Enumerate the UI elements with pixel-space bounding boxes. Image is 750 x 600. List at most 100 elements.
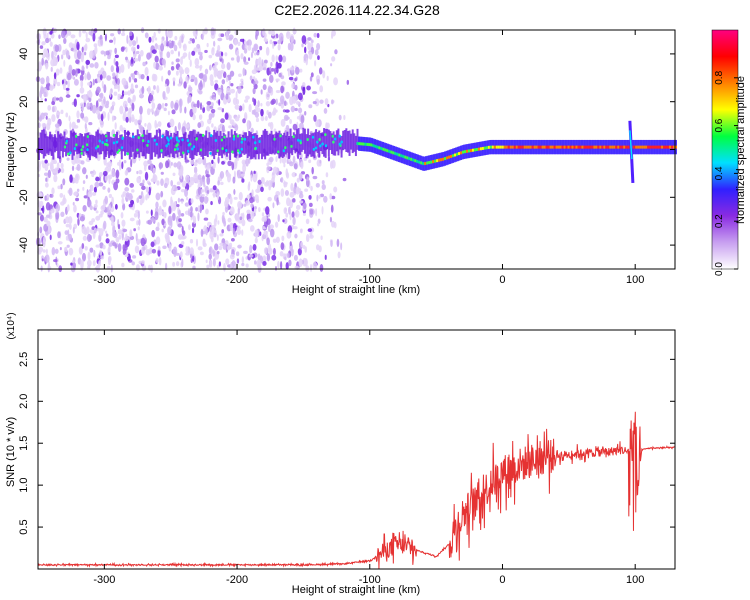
noise-blob bbox=[240, 53, 244, 60]
noise-blob bbox=[39, 45, 44, 50]
noise-blob bbox=[104, 104, 109, 109]
noise-blob bbox=[49, 30, 53, 35]
ridge-band-segment bbox=[68, 138, 71, 157]
ridge-core-segment bbox=[619, 145, 622, 149]
ridge-core-segment bbox=[635, 145, 638, 149]
noise-blob bbox=[76, 110, 80, 119]
ridge-band-segment bbox=[342, 130, 345, 151]
noise-blob bbox=[315, 244, 320, 251]
noise-blob bbox=[230, 83, 234, 87]
noise-blob bbox=[45, 177, 48, 182]
ridge-core-segment bbox=[386, 149, 389, 153]
noise-blob bbox=[168, 243, 172, 252]
noise-blob bbox=[137, 54, 141, 62]
ridge-bright-spot bbox=[312, 147, 316, 151]
ridge-band-segment bbox=[131, 132, 134, 152]
noise-blob bbox=[104, 195, 108, 205]
noise-blob bbox=[167, 226, 172, 236]
noise-blob bbox=[237, 201, 243, 209]
noise-blob bbox=[256, 259, 261, 268]
ridge-core-segment bbox=[541, 145, 544, 149]
noise-blob bbox=[105, 233, 109, 237]
noise-blob bbox=[185, 246, 189, 254]
ridge-core-segment bbox=[456, 152, 459, 156]
noise-blob bbox=[298, 258, 303, 268]
y-tick-label: 2.5 bbox=[18, 352, 30, 367]
noise-blob bbox=[247, 183, 251, 191]
x-tick-label: -200 bbox=[226, 574, 248, 586]
ridge-core-segment bbox=[595, 145, 598, 149]
noise-blob bbox=[121, 32, 126, 37]
noise-blob bbox=[343, 114, 346, 120]
noise-blob bbox=[242, 118, 246, 124]
noise-blob bbox=[281, 81, 286, 86]
noise-blob bbox=[291, 83, 295, 89]
ridge-bright-spot bbox=[238, 151, 241, 155]
noise-blob bbox=[144, 123, 147, 127]
noise-blob bbox=[308, 51, 313, 60]
ridge-bright-spot bbox=[69, 151, 72, 155]
noise-blob bbox=[95, 100, 99, 109]
noise-blob bbox=[178, 209, 181, 218]
noise-blob bbox=[187, 96, 190, 104]
ridge-band-segment bbox=[151, 137, 154, 160]
noise-blob bbox=[272, 41, 275, 49]
ridge-band-segment bbox=[353, 133, 356, 152]
noise-blob bbox=[105, 230, 108, 234]
noise-blob bbox=[208, 113, 213, 121]
noise-blob bbox=[280, 188, 285, 197]
noise-blob bbox=[63, 37, 67, 44]
ridge-band-segment bbox=[327, 129, 330, 157]
ridge-core-segment bbox=[621, 145, 624, 149]
ridge-band-segment bbox=[225, 137, 228, 157]
ridge-band-segment bbox=[174, 133, 177, 154]
noise-blob bbox=[323, 107, 328, 114]
noise-blob bbox=[330, 240, 333, 248]
noise-blob bbox=[51, 100, 56, 106]
noise-blob bbox=[213, 218, 217, 227]
noise-blob bbox=[175, 70, 179, 76]
noise-blob bbox=[192, 255, 195, 262]
noise-blob bbox=[267, 111, 272, 119]
noise-blob bbox=[192, 105, 197, 114]
ridge-core-segment bbox=[553, 145, 556, 149]
ridge-core-segment bbox=[505, 145, 508, 149]
noise-blob bbox=[252, 173, 258, 183]
ridge-bright-spot bbox=[254, 141, 257, 145]
noise-blob bbox=[99, 92, 104, 100]
noise-blob bbox=[99, 74, 103, 81]
noise-blob bbox=[103, 51, 106, 57]
noise-blob bbox=[308, 202, 313, 208]
ridge-band-segment bbox=[123, 130, 126, 156]
ridge-bright-spot bbox=[338, 134, 341, 138]
noise-blob bbox=[58, 96, 64, 103]
noise-blob bbox=[71, 165, 75, 171]
ridge-bright-spot bbox=[101, 141, 104, 145]
noise-blob bbox=[119, 105, 124, 115]
ridge-core-segment bbox=[497, 145, 500, 149]
ridge-bright-spot bbox=[98, 139, 102, 143]
noise-blob bbox=[208, 54, 213, 59]
noise-blob bbox=[282, 219, 285, 223]
noise-blob bbox=[197, 246, 203, 251]
noise-blob bbox=[121, 197, 125, 205]
noise-blob bbox=[66, 157, 70, 161]
noise-blob bbox=[251, 47, 255, 54]
noise-blob bbox=[342, 177, 347, 182]
noise-blob bbox=[229, 253, 235, 260]
noise-blob bbox=[236, 169, 242, 179]
noise-blob bbox=[113, 181, 119, 191]
noise-blob bbox=[52, 60, 57, 67]
noise-blob bbox=[202, 106, 206, 114]
noise-blob bbox=[312, 175, 318, 180]
noise-blob bbox=[131, 46, 136, 52]
noise-blob bbox=[70, 34, 76, 39]
noise-blob bbox=[173, 162, 178, 168]
ridge-bright-spot bbox=[231, 150, 234, 154]
noise-blob bbox=[262, 261, 267, 266]
ridge-band-segment bbox=[128, 136, 131, 160]
noise-blob bbox=[266, 253, 271, 262]
noise-blob bbox=[265, 100, 271, 107]
noise-blob bbox=[191, 227, 195, 234]
colorbar-tick-label: 0.6 bbox=[714, 118, 725, 132]
